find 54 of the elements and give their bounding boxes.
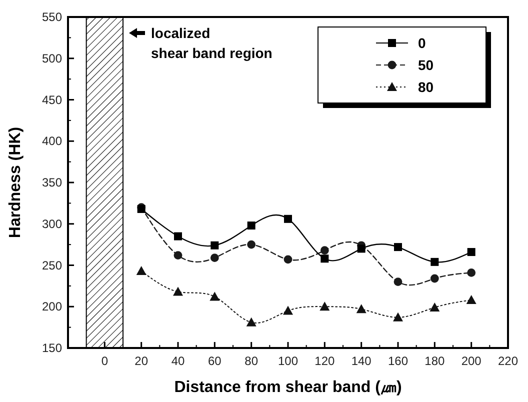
point [210,254,219,262]
x-tick-label: 180 [424,354,445,368]
y-tick-label: 250 [42,258,62,272]
y-tick-label: 450 [42,92,62,107]
point [284,214,292,223]
y-tick-label: 550 [42,10,62,24]
point [247,240,256,249]
x-tick-label: 140 [351,354,372,368]
point [210,292,220,301]
x-tick-label: 80 [244,354,258,368]
x-tick-label: 120 [314,354,335,368]
y-tick-label: 300 [42,216,62,231]
x-tick-label: 160 [388,354,408,368]
x-axis-title: Distance from shear band (㎛) [174,379,402,396]
point [466,295,476,304]
y-tick-label: 150 [42,341,62,355]
legend-label: 0 [418,35,426,51]
point [174,251,182,260]
legend-label: 50 [418,57,434,73]
point [357,244,366,253]
x-tick-label: 220 [498,354,518,368]
point [320,246,329,255]
point [430,258,439,266]
point [173,286,183,296]
point [430,302,440,312]
point [284,255,292,264]
point [394,278,402,286]
point [467,248,476,256]
x-tick-label: 100 [278,354,298,368]
x-tick-label: 60 [208,354,222,368]
x-tick-label: 0 [101,354,108,368]
point [246,317,256,326]
point [467,268,476,277]
point [394,243,402,252]
legend-label: 80 [418,79,434,95]
y-tick-label: 500 [42,51,62,66]
x-tick-label: 20 [134,354,148,368]
band-label: localized shear band region [151,25,272,61]
point [283,306,293,315]
point [430,274,439,283]
y-tick-label: 400 [42,134,62,148]
point [210,241,219,250]
y-tick-label: 350 [42,176,62,190]
x-tick-label: 40 [171,354,185,368]
y-tick-label: 200 [42,300,62,314]
point [393,312,403,322]
point [320,302,330,311]
point [356,304,366,314]
point [247,222,256,230]
y-axis-title: Hardness (HK) [7,126,24,238]
point [136,266,146,276]
point [174,232,182,240]
point [320,254,329,263]
x-tick-label: 200 [461,354,482,368]
